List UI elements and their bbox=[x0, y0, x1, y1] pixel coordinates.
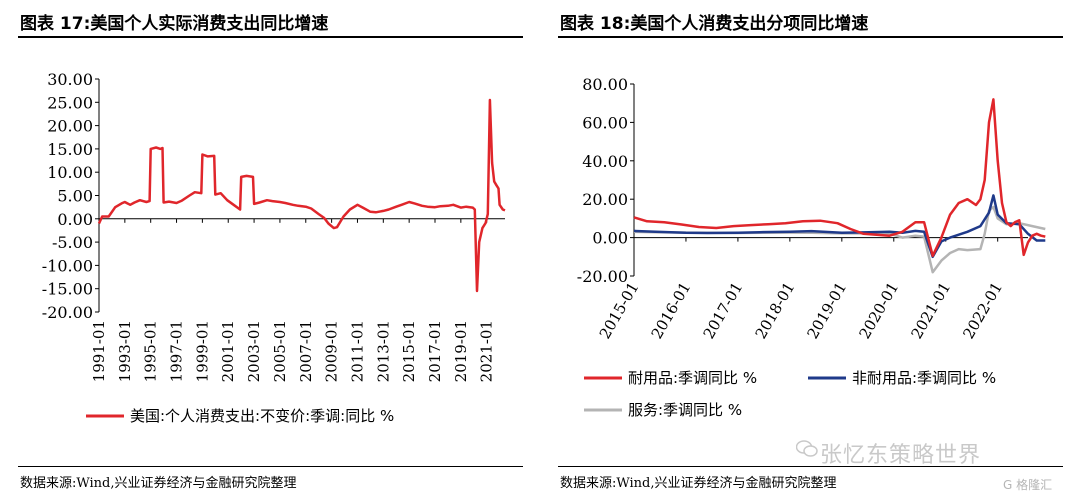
x-tick-label: 2019-01 bbox=[804, 279, 851, 342]
source-divider bbox=[18, 466, 523, 467]
title-divider bbox=[558, 36, 1063, 38]
y-tick-label: 10.00 bbox=[47, 163, 93, 182]
source-badge: G 格隆汇 bbox=[1003, 478, 1053, 492]
series-line bbox=[633, 194, 1046, 259]
title-divider bbox=[18, 36, 523, 38]
x-tick-label: 2021-01 bbox=[478, 320, 496, 382]
chart-panel-left: 图表 17:美国个人实际消费支出同比增速 30.00 25.00 20.00 15.0… bbox=[18, 14, 523, 491]
x-tick-label: 2001-01 bbox=[219, 320, 237, 382]
x-tick-label: 2019-01 bbox=[452, 320, 470, 382]
legend-label: 服务:季调同比 % bbox=[628, 401, 742, 419]
x-tick-label: 2017-01 bbox=[426, 320, 444, 382]
x-tick-label: 2005-01 bbox=[271, 320, 289, 382]
chart-title: 图表 17:美国个人实际消费支出同比增速 bbox=[20, 14, 329, 34]
source-divider bbox=[558, 466, 1063, 467]
y-tick-label: 25.00 bbox=[47, 93, 93, 112]
y-tick-label: -5.00 bbox=[52, 233, 93, 252]
legend-label: 非耐用品:季调同比 % bbox=[852, 369, 996, 387]
pce-real-yoy-chart: 30.00 25.00 20.00 15.00 10.00 5.00 0.00 -5.00 -1… bbox=[42, 70, 506, 425]
x-tick-label: 1995-01 bbox=[142, 320, 160, 382]
x-tick-label: 1993-01 bbox=[116, 320, 134, 382]
x-tick-label: 2022-01 bbox=[959, 279, 1006, 342]
y-tick-label: 20.00 bbox=[47, 117, 93, 136]
x-tick-label: 2015-01 bbox=[596, 279, 643, 342]
x-tick-label: 2003-01 bbox=[245, 320, 263, 382]
y-tick-label: 5.00 bbox=[57, 187, 93, 206]
x-tick-label: 2009-01 bbox=[323, 320, 341, 382]
x-tick-label: 2017-01 bbox=[700, 279, 747, 342]
x-tick-label: 2013-01 bbox=[374, 320, 392, 382]
legend-label: 耐用品:季调同比 % bbox=[628, 369, 757, 387]
y-tick-label: -10.00 bbox=[42, 256, 93, 275]
y-tick-label: 30.00 bbox=[47, 70, 93, 89]
y-tick-label: 0.00 bbox=[57, 210, 93, 229]
x-tick-label: 2011-01 bbox=[348, 320, 366, 382]
y-tick-label: 80.00 bbox=[582, 75, 628, 94]
x-tick-label: 1991-01 bbox=[90, 320, 108, 382]
x-tick-label: 2020-01 bbox=[855, 279, 902, 342]
x-tick-label: 1999-01 bbox=[193, 320, 211, 382]
x-tick-label: 2016-01 bbox=[648, 279, 695, 342]
x-tick-label: 2018-01 bbox=[752, 279, 799, 342]
y-tick-label: -15.00 bbox=[42, 280, 93, 299]
x-tick-label: 2007-01 bbox=[297, 320, 315, 382]
wechat-icon bbox=[796, 440, 818, 457]
chart-panel-right: 图表 18:美国个人消费支出分项同比增速 80.00 60.00 40.00 20.0… bbox=[540, 0, 1080, 501]
y-tick-label: 60.00 bbox=[582, 113, 628, 132]
x-tick-label: 2015-01 bbox=[400, 320, 418, 382]
legend-label: 美国:个人消费支出:不变价:季调:同比 % bbox=[130, 407, 394, 425]
x-tick-label: 1997-01 bbox=[168, 320, 186, 382]
y-tick-label: -20.00 bbox=[42, 303, 93, 322]
source-note: 数据来源:Wind,兴业证券经济与金融研究院整理 bbox=[20, 476, 297, 491]
watermark-text: 张忆东策略世界 bbox=[820, 443, 982, 468]
series-line bbox=[633, 205, 1046, 274]
chart-title: 图表 18:美国个人消费支出分项同比增速 bbox=[560, 14, 869, 34]
y-tick-label: -20.00 bbox=[577, 267, 628, 286]
y-tick-label: 20.00 bbox=[582, 190, 628, 209]
series-line bbox=[633, 98, 1046, 258]
y-tick-label: 15.00 bbox=[47, 140, 93, 159]
series-line bbox=[97, 98, 506, 293]
source-note: 数据来源:Wind,兴业证券经济与金融研究院整理 bbox=[560, 476, 837, 491]
y-tick-label: 0.00 bbox=[592, 229, 628, 248]
y-tick-label: 40.00 bbox=[582, 152, 628, 171]
x-tick-label: 2021-01 bbox=[907, 279, 954, 342]
